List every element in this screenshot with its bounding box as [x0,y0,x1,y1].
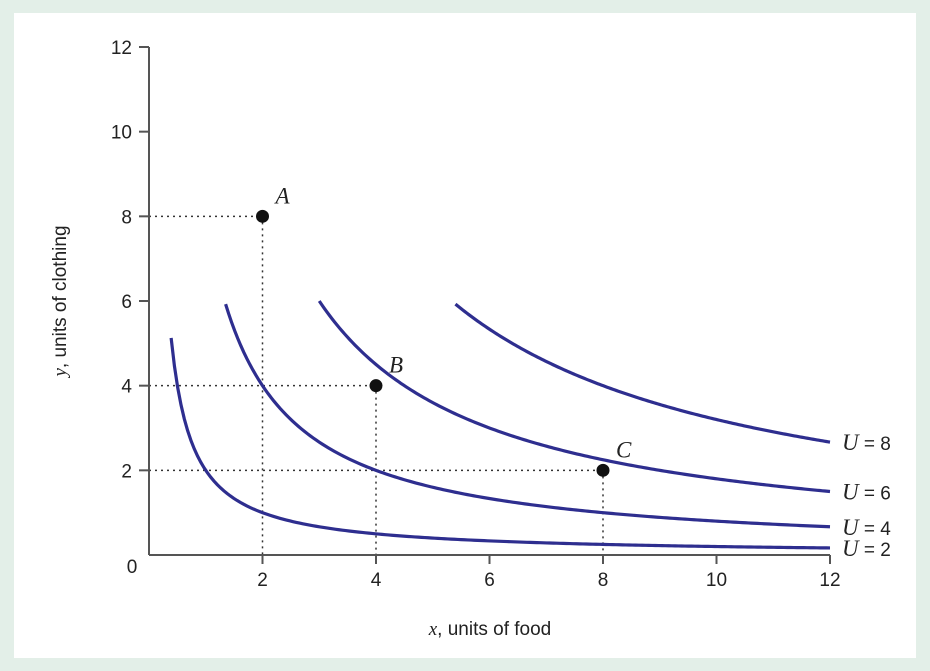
curve-label-u6: U = 6 [842,480,891,505]
indifference-curve-u4 [224,303,831,529]
point-c [596,463,610,477]
curve-label-eq: = 6 [859,484,891,505]
x-axis-title-text: , units of food [437,619,551,640]
indifference-curve-u6 [317,300,831,494]
indifference-curve-u2 [169,337,831,550]
curve-label-eq: = 4 [859,519,892,540]
y-axis-title-var: y [50,368,71,379]
x-axis-title: x, units of food [428,619,552,640]
x-tick-label: 2 [257,570,268,591]
x-tick-label: 10 [706,570,727,591]
indifference-curves [169,300,831,550]
y-tick-label: 12 [111,38,132,59]
curve-label-eq: = 8 [859,434,891,455]
curve-label-eq: = 2 [859,540,891,561]
origin-label: 0 [127,557,138,578]
y-tick-label: 4 [121,377,132,398]
x-axis-title-var: x [428,619,438,640]
curve-label-u2: U = 2 [842,536,891,561]
point-a [256,209,269,223]
point-b [369,379,383,393]
x-tick-label: 4 [371,570,382,591]
indifference-curve-u8 [454,302,831,444]
y-tick-label: 6 [121,292,132,313]
curve-labels: U = 2U = 4U = 6U = 8 [842,430,891,561]
data-points: A B C [256,183,632,477]
x-tick-label: 6 [484,570,495,591]
y-axis-title-text: , units of clothing [50,225,71,368]
y-tick-label: 10 [111,123,132,144]
x-tick-label: 8 [598,570,609,591]
curve-label-var: U [842,480,860,505]
x-tick-label: 12 [819,570,840,591]
y-tick-label: 8 [121,207,132,228]
curve-label-u8: U = 8 [842,430,891,455]
ticks: 2 4 6 8 10 12 2 4 6 8 10 12 [111,38,841,591]
curve-label-var: U [842,536,860,561]
point-label-c: C [616,437,632,462]
curve-label-var: U [842,515,860,540]
point-label-b: B [389,353,403,378]
point-label-a: A [274,183,291,208]
curve-label-var: U [842,430,860,455]
y-axis-title: y, units of clothing [50,225,71,378]
y-tick-label: 2 [121,461,132,482]
curve-label-u4: U = 4 [842,515,891,540]
